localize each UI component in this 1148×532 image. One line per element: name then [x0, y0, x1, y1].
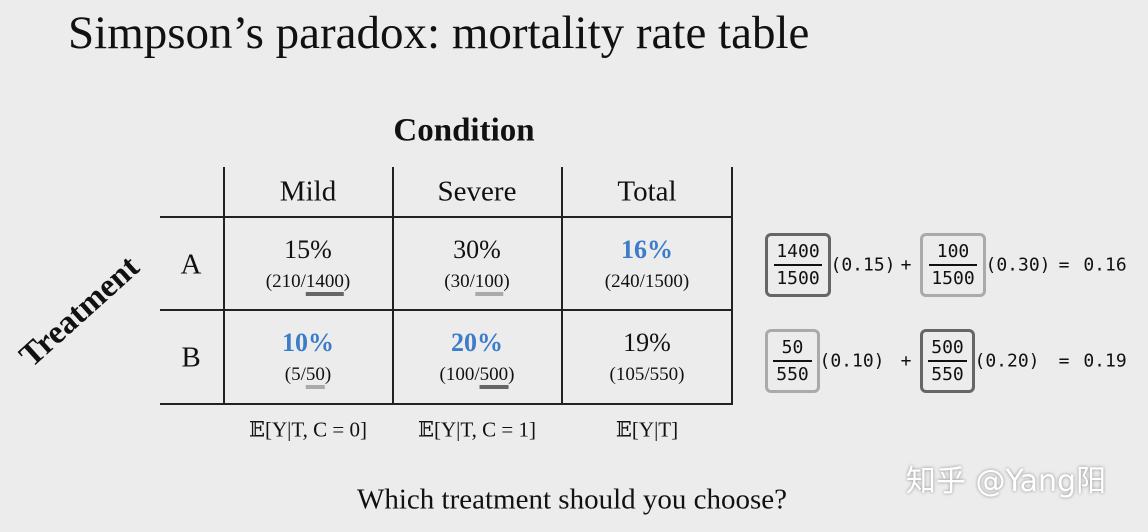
equals: = [1058, 254, 1070, 276]
table-rule [731, 167, 733, 405]
result: 0.19 [1083, 350, 1127, 372]
denominator: 550 [931, 364, 964, 385]
numerator: 500 [931, 337, 964, 358]
fraction-bar [927, 360, 968, 362]
fraction-part: 50 [305, 364, 325, 389]
table-rule [160, 216, 733, 218]
watermark: 知乎 @Yang阳 [905, 464, 1107, 499]
table-rule [160, 403, 733, 405]
fraction-bar [772, 360, 813, 362]
plus: + [900, 350, 912, 372]
fraction-part: 500 [479, 364, 509, 389]
factor: (0.10) [819, 350, 885, 372]
table-rule [561, 167, 563, 405]
fraction-part: ) [508, 364, 515, 385]
fraction-part: ) [324, 364, 332, 385]
denominator: 550 [776, 364, 809, 385]
fraction: (105/550) [610, 364, 685, 386]
fraction-part: (100/ [439, 364, 480, 385]
slide-title: Simpson’s paradox: mortality rate table [68, 7, 810, 59]
result: 0.16 [1083, 254, 1127, 276]
table-rule [392, 167, 394, 405]
denominator: 1500 [931, 268, 975, 289]
fraction-box: 50 550 [765, 329, 820, 393]
numerator: 100 [936, 241, 970, 262]
column-header: Mild [279, 175, 337, 208]
fraction-part: ) [503, 271, 510, 292]
fraction-part: (5/ [284, 364, 306, 385]
factor: (0.30) [985, 254, 1051, 276]
fraction-part: (105/550) [609, 364, 685, 385]
column-header: Severe [437, 175, 517, 208]
fraction-bar [774, 264, 822, 266]
fraction-part: 1400 [305, 271, 344, 296]
column-header: Total [617, 175, 677, 208]
fraction-box: 500 550 [920, 329, 975, 393]
fraction-part: (240/1500) [604, 271, 690, 292]
question: Which treatment should you choose? [356, 483, 788, 516]
column-footer: 𝔼[Y|T, C = 1] [418, 417, 536, 442]
column-footer: 𝔼[Y|T, C = 0] [249, 417, 367, 442]
row-group-label: Treatment [12, 248, 147, 375]
row-label: B [181, 341, 201, 374]
fraction-box: 100 1500 [920, 233, 986, 297]
denominator: 1500 [776, 268, 820, 289]
fraction-part: (210/ [265, 271, 306, 292]
fraction-part: (30/ [444, 271, 475, 292]
fraction: (30/100) [444, 271, 510, 296]
equals: = [1058, 350, 1070, 372]
rate: 16% [621, 235, 673, 264]
factor: (0.20) [974, 350, 1040, 372]
fraction: (210/1400) [265, 271, 351, 296]
fraction: (240/1500) [605, 271, 689, 293]
numerator: 1400 [776, 241, 820, 262]
fraction-part: 100 [474, 271, 504, 296]
fraction-bar [929, 264, 977, 266]
numerator: 50 [781, 337, 804, 358]
column-group-label: Condition [393, 112, 535, 149]
rate: 10% [282, 328, 334, 357]
rate: 15% [284, 235, 332, 264]
plus: + [900, 254, 912, 276]
fraction-box: 1400 1500 [765, 233, 831, 297]
factor: (0.15) [830, 254, 896, 276]
column-footer: 𝔼[Y|T] [615, 417, 679, 442]
fraction-part: ) [343, 271, 351, 292]
rate: 19% [623, 328, 671, 357]
fraction: (100/500) [439, 364, 515, 389]
fraction: (5/50) [284, 364, 332, 389]
table-rule [223, 167, 225, 405]
rate: 20% [451, 328, 503, 357]
row-label: A [180, 248, 202, 281]
table-rule [160, 309, 733, 311]
rate: 30% [453, 235, 501, 264]
